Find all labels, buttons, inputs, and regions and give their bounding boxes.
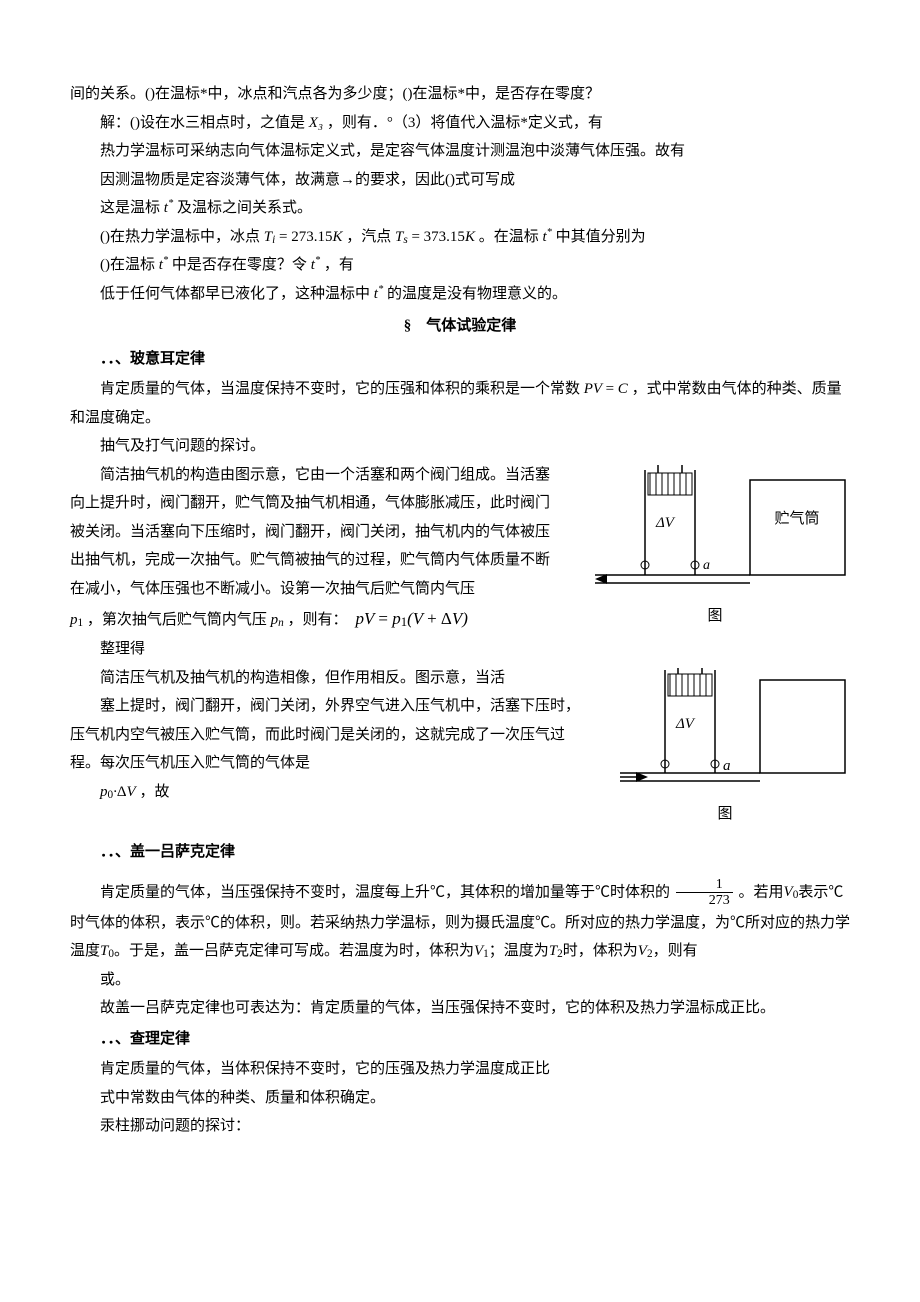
charles-p1: 肯定质量的气体，当体积保持不变时，它的压强及热力学温度成正比 — [70, 1055, 850, 1084]
t0-symbol: T0 — [100, 943, 114, 959]
text: 。若用 — [739, 884, 784, 900]
intro-line-5: 这是温标 t* 及温标之间关系式。 — [70, 194, 850, 223]
intro-line-1: 间的关系。()在温标*中，冰点和汽点各为多少度；()在温标*中，是否存在零度？ — [70, 80, 850, 109]
boyle-p5: 整理得 — [70, 635, 850, 664]
intro-line-4: 因测温物质是定容淡薄气体，故满意→的要求，因此()式可写成 — [70, 166, 850, 195]
delta-v-label: ΔV — [675, 716, 696, 732]
boyle-p1: 肯定质量的气体，当温度保持不变时，它的压强和体积的乘积是一个常数 PV = C … — [70, 375, 850, 432]
gaylussac-p1: 肯定质量的气体，当压强保持不变时，温度每上升℃，其体积的增加量等于℃时体积的 1… — [70, 877, 850, 966]
p1-symbol: p1 — [70, 612, 83, 628]
text: 解：()设在水三相点时，之值是 — [100, 115, 305, 131]
charles-p2: 式中常数由气体的种类、质量和体积确定。 — [70, 1084, 850, 1113]
pn-symbol: pn — [271, 612, 284, 628]
text: ，则有： — [288, 612, 348, 628]
text: 这是温标 — [100, 200, 160, 216]
text: ，则有 — [653, 943, 698, 959]
x3-symbol: X₃ — [309, 115, 323, 131]
tstar-symbol: t* — [542, 229, 551, 245]
valve-a-label: a — [723, 758, 731, 774]
equation-1: pV = p1(V + ΔV) — [351, 609, 468, 628]
text: 。于是，盖一吕萨克定律可写成。若温度为时，体积为 — [114, 943, 474, 959]
intro-line-8: 低于任何气体都早已液化了，这种温标中 t* 的温度是没有物理意义的。 — [70, 280, 850, 309]
text: ，则有．°（3）将值代入温标*定义式，有 — [327, 115, 603, 131]
text: 低于任何气体都早已液化了，这种温标中 — [100, 286, 370, 302]
text: 中其值分别为 — [556, 229, 646, 245]
pv-equation: PV = C — [584, 381, 628, 397]
text: 时，体积为 — [563, 943, 638, 959]
tstar-symbol: t* — [159, 257, 168, 273]
text: 。在温标 — [479, 229, 539, 245]
text: 肯定质量的气体，当压强保持不变时，温度每上升℃，其体积的增加量等于℃时体积的 — [100, 884, 670, 900]
boyle-law-title: ．．、玻意耳定律 — [70, 345, 850, 374]
figure-1: 贮气筒 ΔV a 图 — [580, 465, 850, 631]
gaylussac-p3: 故盖一吕萨克定律也可表达为：肯定质量的气体，当压强保持不变时，它的体积及热力学温… — [70, 994, 850, 1023]
storage-label: 贮气筒 — [774, 510, 819, 527]
v0-symbol: V0 — [784, 884, 799, 900]
pump-diagram-2: ΔV a — [600, 668, 850, 798]
text: 中是否存在零度？令 — [172, 257, 307, 273]
pump-diagram-1: 贮气筒 ΔV a — [580, 465, 850, 600]
t2-symbol: T2 — [549, 943, 563, 959]
text: ，第次抽气后贮气筒内气压 — [87, 612, 267, 628]
delta-v-label: ΔV — [655, 515, 676, 531]
v1-symbol: V1 — [474, 943, 489, 959]
figure-1-caption: 图 — [580, 602, 850, 631]
figure-2: ΔV a 图 — [600, 668, 850, 829]
ti-equation: Ti = 273.15K — [264, 229, 343, 245]
text: 间的关系。()在温标*中，冰点和汽点各为多少度；()在温标*中，是否存在零度？ — [70, 86, 600, 102]
text: ()在热力学温标中，冰点 — [100, 229, 260, 245]
boyle-p2: 抽气及打气问题的探讨。 — [70, 432, 850, 461]
intro-line-3: 热力学温标可采纳志向气体温标定义式，是定容气体温度计测温泡中淡薄气体压强。故有 — [70, 137, 850, 166]
text: ，汽点 — [346, 229, 391, 245]
tstar-symbol: t* — [311, 257, 320, 273]
text: 肯定质量的气体，当温度保持不变时，它的压强和体积的乘积是一个常数 — [100, 381, 580, 397]
gaylussac-p2: 或。 — [70, 966, 850, 995]
p0dv-symbol: p0·ΔV — [100, 784, 136, 800]
v2-symbol: V2 — [638, 943, 653, 959]
fraction-1-273: 1 273 — [676, 877, 733, 909]
tstar-symbol: t* — [164, 200, 173, 216]
text: ；温度为 — [489, 943, 549, 959]
text: ()在温标 — [100, 257, 155, 273]
valve-a-label: a — [703, 558, 710, 573]
section-header: § 气体试验定律 — [70, 312, 850, 341]
figure-2-caption: 图 — [600, 800, 850, 829]
ts-equation: Ts = 373.15K — [395, 229, 475, 245]
text: ，有 — [324, 257, 354, 273]
text: 的温度是没有物理意义的。 — [387, 286, 567, 302]
charles-p3: 汞柱挪动问题的探讨： — [70, 1112, 850, 1141]
charles-law-title: ．．、查理定律 — [70, 1025, 850, 1054]
intro-line-2: 解：()设在水三相点时，之值是 X₃ ，则有．°（3）将值代入温标*定义式，有 — [70, 109, 850, 138]
gaylussac-law-title: ．．、盖一吕萨克定律 — [70, 838, 850, 867]
text: 及温标之间关系式。 — [177, 200, 312, 216]
tstar-symbol: t* — [374, 286, 383, 302]
text: ，故 — [139, 784, 169, 800]
intro-line-6: ()在热力学温标中，冰点 Ti = 273.15K ，汽点 Ts = 373.1… — [70, 223, 850, 252]
intro-line-7: ()在温标 t* 中是否存在零度？令 t* ，有 — [70, 251, 850, 280]
